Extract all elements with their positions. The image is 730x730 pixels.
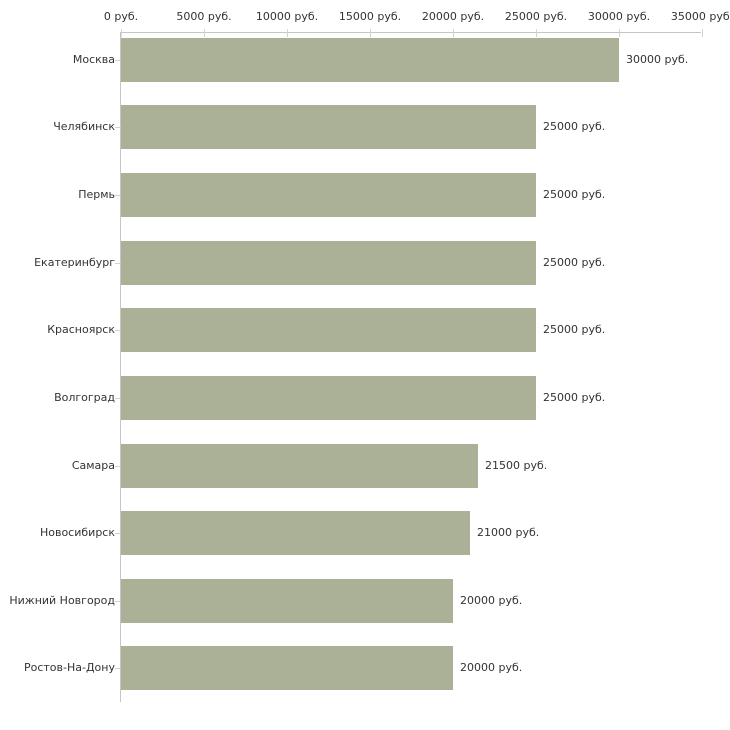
x-axis-tick-label: 25000 руб. bbox=[504, 10, 568, 23]
bar-value-label: 30000 руб. bbox=[626, 52, 689, 66]
bar bbox=[121, 105, 536, 150]
x-axis-tick bbox=[370, 29, 371, 37]
x-axis-tick bbox=[536, 29, 537, 37]
bar-value-label: 20000 руб. bbox=[460, 593, 523, 607]
bar bbox=[121, 375, 536, 420]
y-axis-tick bbox=[115, 533, 121, 535]
category-label: Пермь bbox=[78, 187, 115, 201]
bar-value-label: 25000 руб. bbox=[543, 120, 606, 134]
bar-value-label: 25000 руб. bbox=[543, 255, 606, 269]
bar bbox=[121, 240, 536, 285]
bar-value-label: 25000 руб. bbox=[543, 323, 606, 337]
bar bbox=[121, 308, 536, 353]
y-axis-tick bbox=[115, 262, 121, 264]
category-label: Нижний Новгород bbox=[9, 593, 115, 607]
category-label: Волгоград bbox=[54, 390, 115, 404]
y-axis-tick bbox=[115, 397, 121, 399]
x-axis-tick-label: 10000 руб. bbox=[255, 10, 319, 23]
x-axis-tick-label: 15000 руб. bbox=[338, 10, 402, 23]
category-label: Ростов-На-Дону bbox=[23, 661, 115, 675]
category-label: Красноярск bbox=[47, 323, 115, 337]
y-axis-tick bbox=[115, 668, 121, 670]
x-axis-tick-label: 20000 руб. bbox=[421, 10, 485, 23]
bar bbox=[121, 443, 478, 488]
x-axis-tick-label: 30000 руб. bbox=[587, 10, 651, 23]
category-label: Самара bbox=[71, 458, 115, 472]
bar bbox=[121, 646, 453, 691]
bar-value-label: 25000 руб. bbox=[543, 187, 606, 201]
x-axis-tick-label: 35000 руб. bbox=[670, 10, 730, 23]
plot-area: 0 руб. 5000 руб. 10000 руб. 15000 руб. 20000… bbox=[9, 10, 730, 702]
y-axis-tick bbox=[115, 127, 121, 129]
category-label: Москва bbox=[72, 52, 115, 66]
bar bbox=[121, 511, 470, 556]
x-axis-tick bbox=[287, 29, 288, 37]
x-axis-tick-label: 5000 руб. bbox=[176, 10, 232, 23]
bar bbox=[121, 37, 619, 82]
y-axis-tick bbox=[115, 59, 121, 61]
bar-value-label: 20000 руб. bbox=[460, 661, 523, 675]
bar bbox=[121, 578, 453, 623]
x-axis-tick-label: 0 руб. bbox=[103, 10, 139, 23]
bar-value-label: 25000 руб. bbox=[543, 390, 606, 404]
x-axis-tick bbox=[453, 29, 454, 37]
y-axis-tick bbox=[115, 600, 121, 602]
category-label: Челябинск bbox=[53, 120, 115, 134]
x-axis-tick bbox=[619, 29, 620, 37]
x-axis-tick bbox=[121, 29, 122, 37]
bar bbox=[121, 172, 536, 217]
y-axis-tick bbox=[115, 194, 121, 196]
bar-value-label: 21500 руб. bbox=[485, 458, 548, 472]
y-axis-tick bbox=[115, 465, 121, 467]
x-axis-tick bbox=[204, 29, 205, 37]
y-axis-tick bbox=[115, 330, 121, 332]
x-axis-tick bbox=[702, 29, 703, 37]
category-label: Екатеринбург bbox=[34, 255, 115, 269]
bar-value-label: 21000 руб. bbox=[477, 526, 540, 540]
category-label: Новосибирск bbox=[39, 526, 115, 540]
